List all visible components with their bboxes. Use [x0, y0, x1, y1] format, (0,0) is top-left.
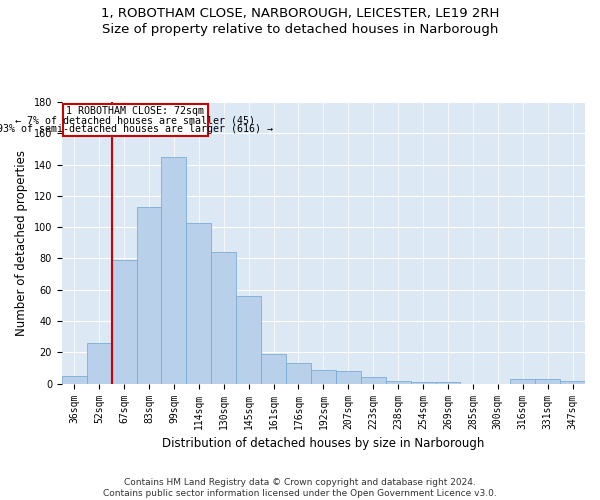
Bar	[62, 376, 86, 384]
X-axis label: Distribution of detached houses by size in Narborough: Distribution of detached houses by size …	[162, 437, 485, 450]
Bar	[410, 382, 436, 384]
Bar	[560, 380, 585, 384]
Bar	[137, 207, 161, 384]
Bar	[211, 252, 236, 384]
Text: 93% of semi-detached houses are larger (616) →: 93% of semi-detached houses are larger (…	[0, 124, 273, 134]
Y-axis label: Number of detached properties: Number of detached properties	[15, 150, 28, 336]
Bar	[261, 354, 286, 384]
Bar	[386, 380, 410, 384]
Bar	[336, 371, 361, 384]
Bar	[436, 382, 460, 384]
Bar	[311, 370, 336, 384]
FancyBboxPatch shape	[63, 104, 208, 136]
Bar	[361, 378, 386, 384]
Bar	[510, 379, 535, 384]
Text: 1, ROBOTHAM CLOSE, NARBOROUGH, LEICESTER, LE19 2RH
Size of property relative to : 1, ROBOTHAM CLOSE, NARBOROUGH, LEICESTER…	[101, 8, 499, 36]
Bar	[86, 343, 112, 384]
Bar	[236, 296, 261, 384]
Bar	[286, 364, 311, 384]
Bar	[112, 260, 137, 384]
Bar	[535, 379, 560, 384]
Bar	[161, 157, 187, 384]
Text: Contains HM Land Registry data © Crown copyright and database right 2024.
Contai: Contains HM Land Registry data © Crown c…	[103, 478, 497, 498]
Text: ← 7% of detached houses are smaller (45): ← 7% of detached houses are smaller (45)	[15, 116, 255, 126]
Bar	[187, 222, 211, 384]
Text: 1 ROBOTHAM CLOSE: 72sqm: 1 ROBOTHAM CLOSE: 72sqm	[66, 106, 204, 117]
